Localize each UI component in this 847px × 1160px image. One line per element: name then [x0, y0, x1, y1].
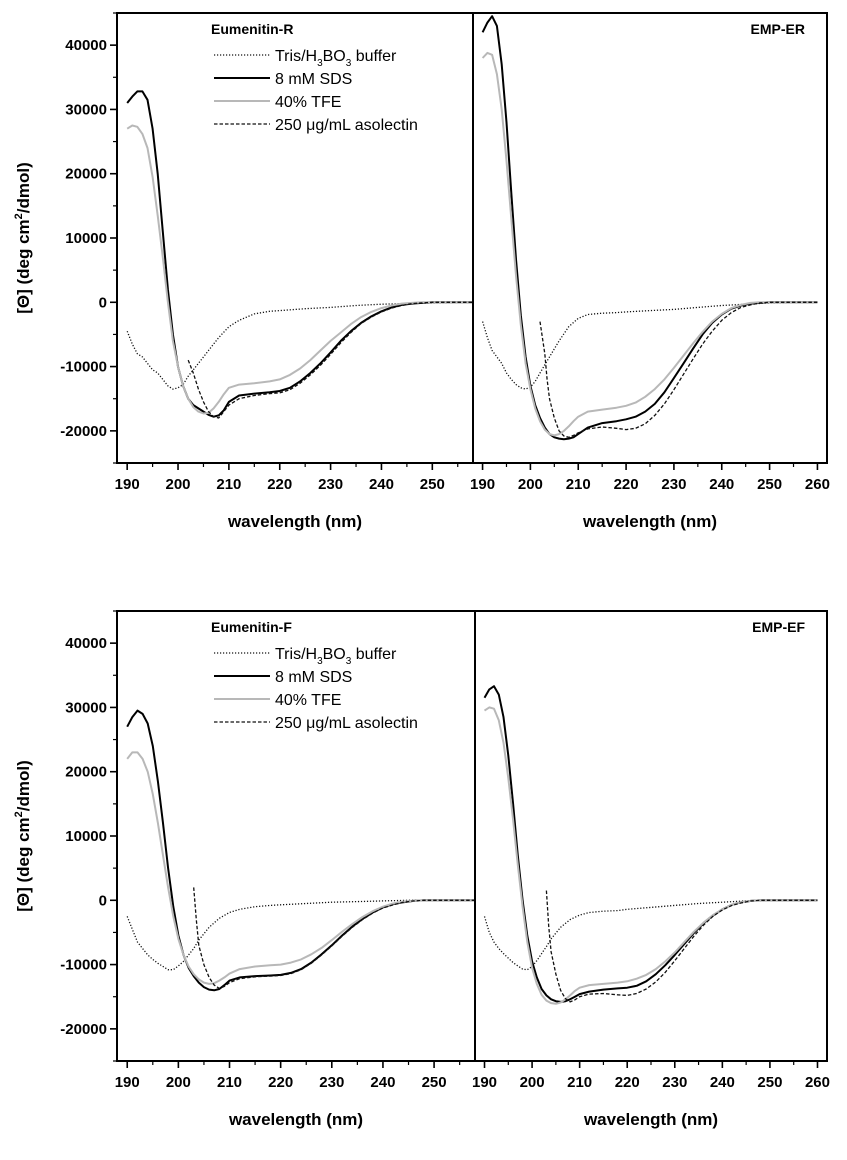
series-line-buffer — [126, 899, 474, 971]
chart-panel-3: 190 200 210 220 230 240 250 40000 30000 20000 1000… — [13, 610, 476, 1129]
x-tick-label: 230 — [319, 1074, 344, 1091]
x-tick-label: 190 — [472, 1074, 497, 1091]
series-line-asolectin — [539, 301, 818, 438]
series-line-sds — [126, 709, 474, 992]
x-tick-label: 200 — [518, 476, 543, 493]
panel-title: Eumenitin-R — [211, 21, 293, 37]
x-tick-label: 220 — [267, 476, 292, 493]
x-axis-label: wavelength (nm) — [582, 512, 717, 531]
y-tick-label: 20000 — [65, 764, 107, 781]
series-line-tfe — [481, 51, 818, 437]
legend-label-buffer: Tris/H3BO3 buffer — [275, 646, 397, 667]
y-tick-label: 20000 — [65, 166, 107, 183]
x-tick-label: 210 — [567, 1074, 592, 1091]
legend-label-tfe: 40% TFE — [275, 94, 341, 111]
chart-panel-1: 190 200 210 220 230 240 250 40000 30000 20000 1000… — [13, 12, 474, 531]
x-tick-label: 240 — [369, 476, 394, 493]
series-line-asolectin — [545, 890, 818, 1003]
legend-label-tfe: 40% TFE — [275, 692, 341, 709]
y-tick-label: 40000 — [65, 37, 107, 54]
legend-label-sds: 8 mM SDS — [275, 71, 352, 88]
x-tick-label: 230 — [662, 1074, 687, 1091]
series-line-asolectin — [187, 301, 472, 419]
series-line-tfe — [483, 706, 818, 1005]
chart-panel-2: 190 200 210 220 230 240 250 260 wavelength (nm) E… — [470, 12, 830, 531]
y-tick-label: 10000 — [65, 828, 107, 845]
x-axis-label: wavelength (nm) — [228, 1110, 363, 1129]
chart-panel-4: 190 200 210 220 230 240 250 260 wavelength (nm) E… — [472, 610, 830, 1129]
y-tick-label: 30000 — [65, 699, 107, 716]
legend-label-asolectin: 250 μg/mL asolectin — [275, 715, 418, 732]
x-tick-label: 240 — [710, 1074, 735, 1091]
series-line-asolectin — [193, 887, 474, 990]
x-tick-label: 210 — [566, 476, 591, 493]
y-tick-label: 0 — [99, 892, 107, 909]
y-tick-label: -10000 — [60, 957, 107, 974]
x-tick-label: 210 — [217, 1074, 242, 1091]
y-tick-label: 30000 — [65, 101, 107, 118]
x-tick-label: 190 — [115, 476, 140, 493]
series-line-tfe — [126, 751, 474, 985]
x-tick-label: 240 — [370, 1074, 395, 1091]
panel-title: Eumenitin-F — [211, 619, 292, 635]
x-tick-label: 190 — [115, 1074, 140, 1091]
x-axis-label: wavelength (nm) — [583, 1110, 718, 1129]
x-tick-label: 260 — [805, 1074, 830, 1091]
y-tick-label: -20000 — [60, 423, 107, 440]
x-tick-label: 200 — [520, 1074, 545, 1091]
x-tick-label: 250 — [420, 476, 445, 493]
x-tick-label: 250 — [757, 1074, 782, 1091]
x-tick-label: 260 — [805, 476, 830, 493]
x-tick-label: 210 — [216, 476, 241, 493]
x-tick-label: 230 — [661, 476, 686, 493]
x-tick-label: 200 — [166, 476, 191, 493]
y-tick-label: 40000 — [65, 635, 107, 652]
y-tick-label: -10000 — [60, 359, 107, 376]
x-tick-label: 240 — [709, 476, 734, 493]
x-tick-label: 230 — [318, 476, 343, 493]
legend-label-asolectin: 250 μg/mL asolectin — [275, 117, 418, 134]
y-tick-label: -20000 — [60, 1021, 107, 1038]
x-tick-label: 220 — [614, 476, 639, 493]
panel-title: EMP-ER — [751, 21, 805, 37]
x-tick-label: 220 — [268, 1074, 293, 1091]
series-line-tfe — [126, 124, 472, 415]
series-line-sds — [481, 15, 818, 441]
legend-label-buffer: Tris/H3BO3 buffer — [275, 48, 397, 69]
series-line-sds — [483, 685, 818, 1003]
series-line-buffer — [481, 301, 818, 390]
panel-title: EMP-EF — [752, 619, 805, 635]
y-axis-label: [Θ] (deg cm2/dmol) — [13, 162, 33, 314]
x-axis-label: wavelength (nm) — [227, 512, 362, 531]
x-tick-label: 220 — [615, 1074, 640, 1091]
y-tick-label: 10000 — [65, 230, 107, 247]
plot-frame — [472, 12, 828, 464]
y-axis-label: [Θ] (deg cm2/dmol) — [13, 760, 33, 912]
y-tick-label: 0 — [99, 294, 107, 311]
plot-frame — [474, 610, 828, 1062]
legend-label-sds: 8 mM SDS — [275, 669, 352, 686]
x-tick-label: 190 — [470, 476, 495, 493]
x-tick-label: 250 — [757, 476, 782, 493]
x-tick-label: 200 — [166, 1074, 191, 1091]
series-line-buffer — [483, 899, 818, 971]
series-line-buffer — [126, 301, 472, 390]
x-tick-label: 250 — [422, 1074, 447, 1091]
